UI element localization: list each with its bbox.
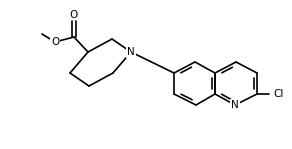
Text: Cl: Cl xyxy=(273,89,283,99)
Text: N: N xyxy=(231,100,239,110)
Text: N: N xyxy=(127,47,135,57)
Text: O: O xyxy=(51,37,59,47)
Text: O: O xyxy=(70,10,78,20)
